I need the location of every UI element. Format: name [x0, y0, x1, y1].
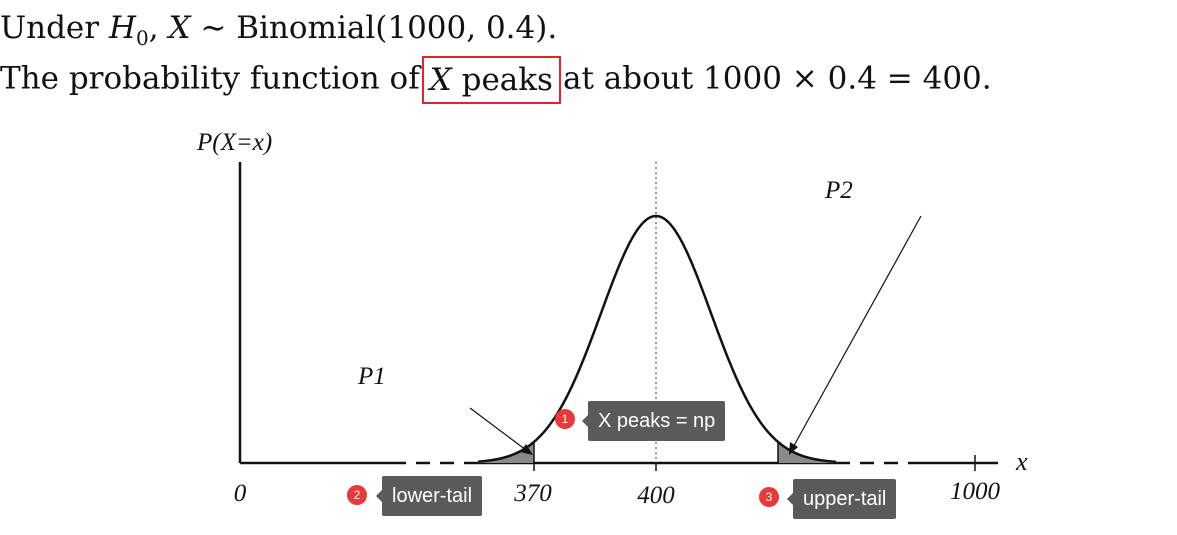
tick-label-0: 0 — [234, 480, 247, 507]
x-symbol: X — [168, 10, 191, 46]
hypothesis-statement: Under H0, X ∼ Binomial(1000, 0.4). — [0, 10, 557, 50]
p1-pointer-line — [469, 407, 531, 454]
comma-text: , — [148, 10, 169, 46]
p2-arrowhead — [789, 442, 798, 455]
annotation-badge-2: 2 — [347, 485, 367, 505]
lower-tail-area — [478, 441, 534, 463]
h0-symbol: H — [108, 10, 137, 46]
x-axis-label: x — [1015, 447, 1028, 476]
x-peaks-word: peaks — [451, 62, 553, 98]
x-peaks-x: X — [429, 62, 452, 98]
p1-arrowhead — [520, 444, 533, 455]
p2-label: P2 — [824, 177, 853, 204]
annotation-badge-3: 3 — [759, 487, 779, 507]
y-axis-label: P(X=x) — [196, 129, 272, 156]
p1-label: P1 — [357, 363, 386, 390]
tick-label-400: 400 — [637, 482, 675, 509]
peak-statement: The probability function of X peaks at abo… — [0, 56, 992, 104]
probability-curve — [477, 214, 837, 464]
probability-function-text: The probability function of — [0, 60, 420, 97]
under-text: Under — [0, 10, 109, 46]
upper-tail-area — [778, 441, 836, 463]
binomial-text: ∼ Binomial(1000, 0.4). — [190, 10, 558, 46]
tick-label-1000: 1000 — [950, 478, 1001, 505]
peak-value-text: at about 1000 × 0.4 = 400. — [562, 60, 992, 97]
annotation-badge-1: 1 — [555, 409, 575, 429]
annotation-tag-x-peaks: X peaks = np — [581, 401, 726, 441]
x-peaks-highlight: X peaks — [421, 56, 561, 104]
h0-subscript: 0 — [136, 26, 149, 51]
p2-pointer-line — [790, 215, 922, 452]
annotation-tag-upper-tail: upper-tail — [786, 479, 897, 519]
tick-label-370: 370 — [513, 480, 552, 507]
annotation-tag-lower-tail: lower-tail — [375, 476, 483, 516]
